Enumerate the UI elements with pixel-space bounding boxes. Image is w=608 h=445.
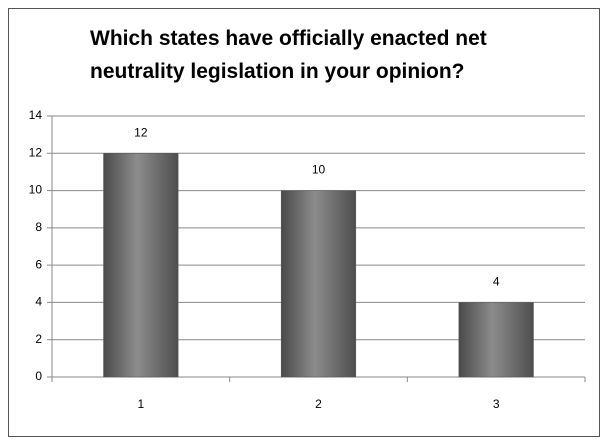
value-label: 10 <box>312 163 326 177</box>
bar <box>458 302 534 378</box>
y-tick-label: 0 <box>35 369 42 383</box>
y-tick-label: 2 <box>35 332 42 346</box>
x-tick-label: 1 <box>137 397 144 411</box>
y-tick-label: 8 <box>35 220 42 234</box>
value-label: 12 <box>134 125 148 139</box>
x-tick-label: 3 <box>493 397 500 411</box>
y-tick-label: 4 <box>35 295 42 309</box>
y-tick-label: 12 <box>29 145 43 159</box>
bar <box>280 190 357 378</box>
chart-title: Which states have officially enacted net… <box>90 27 487 83</box>
y-tick-label: 14 <box>29 108 43 122</box>
x-tick-label: 2 <box>315 397 322 411</box>
y-tick-label: 10 <box>29 183 43 197</box>
bar <box>103 153 179 378</box>
value-label: 4 <box>493 275 500 289</box>
y-tick-label: 6 <box>35 257 42 271</box>
